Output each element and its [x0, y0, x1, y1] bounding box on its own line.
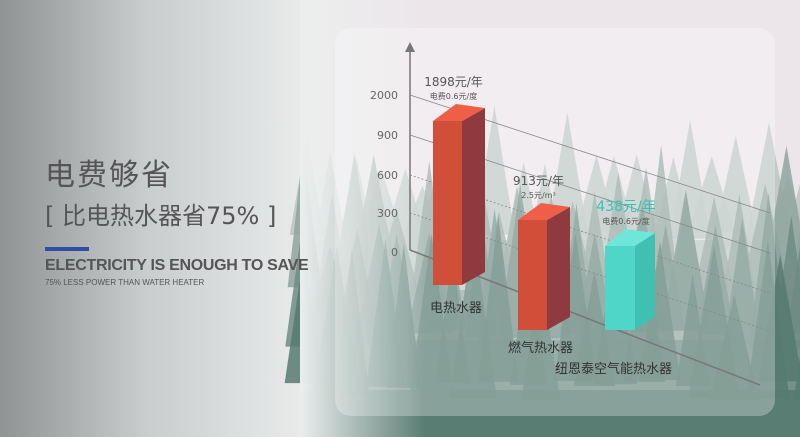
y-axis-arrow-icon	[405, 42, 415, 52]
gridline	[409, 174, 771, 294]
bar-top	[433, 104, 485, 121]
english-subtitle: 75% LESS POWER THAN WATER HEATER	[45, 278, 205, 287]
bar-front	[605, 246, 635, 330]
category-label: 纽恩泰空气能热水器	[555, 361, 672, 377]
y-tick-label: 300	[377, 207, 398, 220]
y-tick-label: 600	[377, 169, 398, 182]
data-note: 电费0.6元/度	[602, 216, 649, 226]
bar-front	[433, 121, 462, 285]
y-tick-label: 0	[391, 246, 398, 259]
data-label: 1898元/年	[424, 75, 483, 89]
category-label: 燃气热水器	[508, 340, 573, 356]
headline-block: 电费够省 [ 比电热水器省75% ] ELECTRICITY IS ENOUGH…	[45, 150, 309, 287]
headline-subtitle: [ 比电热水器省75% ]	[45, 202, 277, 230]
data-label: 438元/年	[596, 199, 655, 215]
bar-top	[518, 203, 570, 220]
y-tick-label: 900	[377, 129, 398, 142]
bar-front	[518, 220, 547, 330]
bar-side	[462, 108, 485, 285]
gridline	[409, 212, 771, 332]
english-title: ELECTRICITY IS ENOUGH TO SAVE	[45, 257, 309, 274]
bar-side	[635, 233, 655, 330]
data-note: 2.5元/m³	[521, 191, 555, 200]
bar-top	[605, 229, 655, 246]
bar-side	[547, 207, 570, 330]
y-tick-label: 2000	[370, 89, 398, 102]
accent-divider	[45, 247, 89, 251]
category-label: 电热水器	[430, 301, 482, 316]
data-label: 913元/年	[513, 174, 564, 188]
headline-title: 电费够省	[45, 158, 173, 193]
data-note: 电费0.6元/度	[430, 91, 477, 101]
